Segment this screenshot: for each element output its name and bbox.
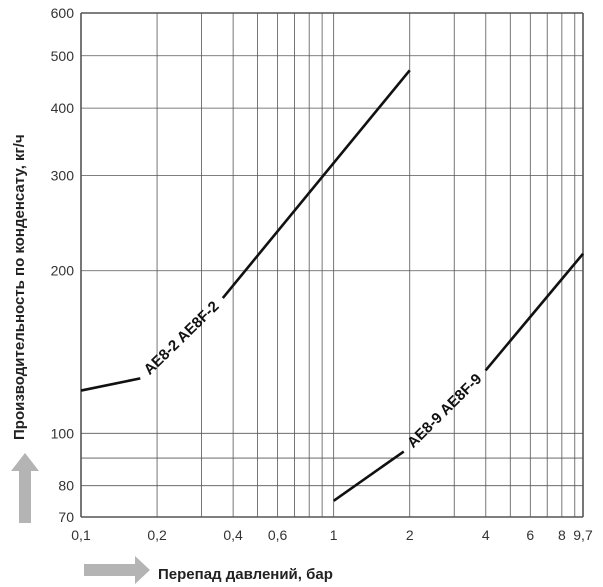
series-line-1 bbox=[80, 377, 141, 392]
x-tick-label: 1 bbox=[330, 527, 338, 543]
y-tick-label: 100 bbox=[51, 425, 75, 441]
x-tick-label: 0,4 bbox=[223, 527, 243, 543]
x-tick-label: 0,2 bbox=[147, 527, 167, 543]
x-tick-label: 0,1 bbox=[71, 527, 91, 543]
arrow-up-icon bbox=[11, 453, 39, 523]
x-tick-label: 8 bbox=[558, 527, 566, 543]
x-tick-label: 0,6 bbox=[268, 527, 288, 543]
series-line-2 bbox=[484, 252, 584, 372]
series-line-1 bbox=[221, 69, 411, 299]
y-tick-label: 500 bbox=[51, 48, 75, 64]
y-tick-label: 300 bbox=[51, 168, 75, 184]
x-tick-label: 2 bbox=[406, 527, 414, 543]
y-tick-label: 200 bbox=[51, 263, 75, 279]
y-tick-label: 80 bbox=[58, 478, 74, 494]
y-tick-labels: 70 80 100 200 300 400 500 600 bbox=[51, 5, 75, 525]
y-tick-label: 600 bbox=[51, 5, 75, 21]
x-tick-label: 9,7 bbox=[573, 527, 593, 543]
x-axis-title: Перепад давлений, бар bbox=[158, 566, 333, 583]
series-line-2 bbox=[332, 450, 405, 502]
x-tick-labels: 0,1 0,2 0,4 0,6 1 2 4 6 8 9,7 bbox=[71, 527, 593, 543]
series-label-2: AE8-9 AE8F-9 bbox=[404, 371, 485, 452]
x-tick-label: 4 bbox=[482, 527, 490, 543]
series-label-1: AE8-2 AE8F-2 bbox=[141, 298, 223, 378]
y-tick-label: 70 bbox=[58, 509, 74, 525]
y-tick-label: 400 bbox=[51, 100, 75, 116]
y-axis-title: Производительность по конденсату, кг/ч bbox=[11, 134, 28, 440]
grid bbox=[80, 12, 584, 518]
x-tick-label: 6 bbox=[526, 527, 534, 543]
arrow-right-icon bbox=[84, 556, 150, 584]
series-layer: AE8-2 AE8F-2 AE8-9 AE8F-9 bbox=[80, 69, 584, 502]
